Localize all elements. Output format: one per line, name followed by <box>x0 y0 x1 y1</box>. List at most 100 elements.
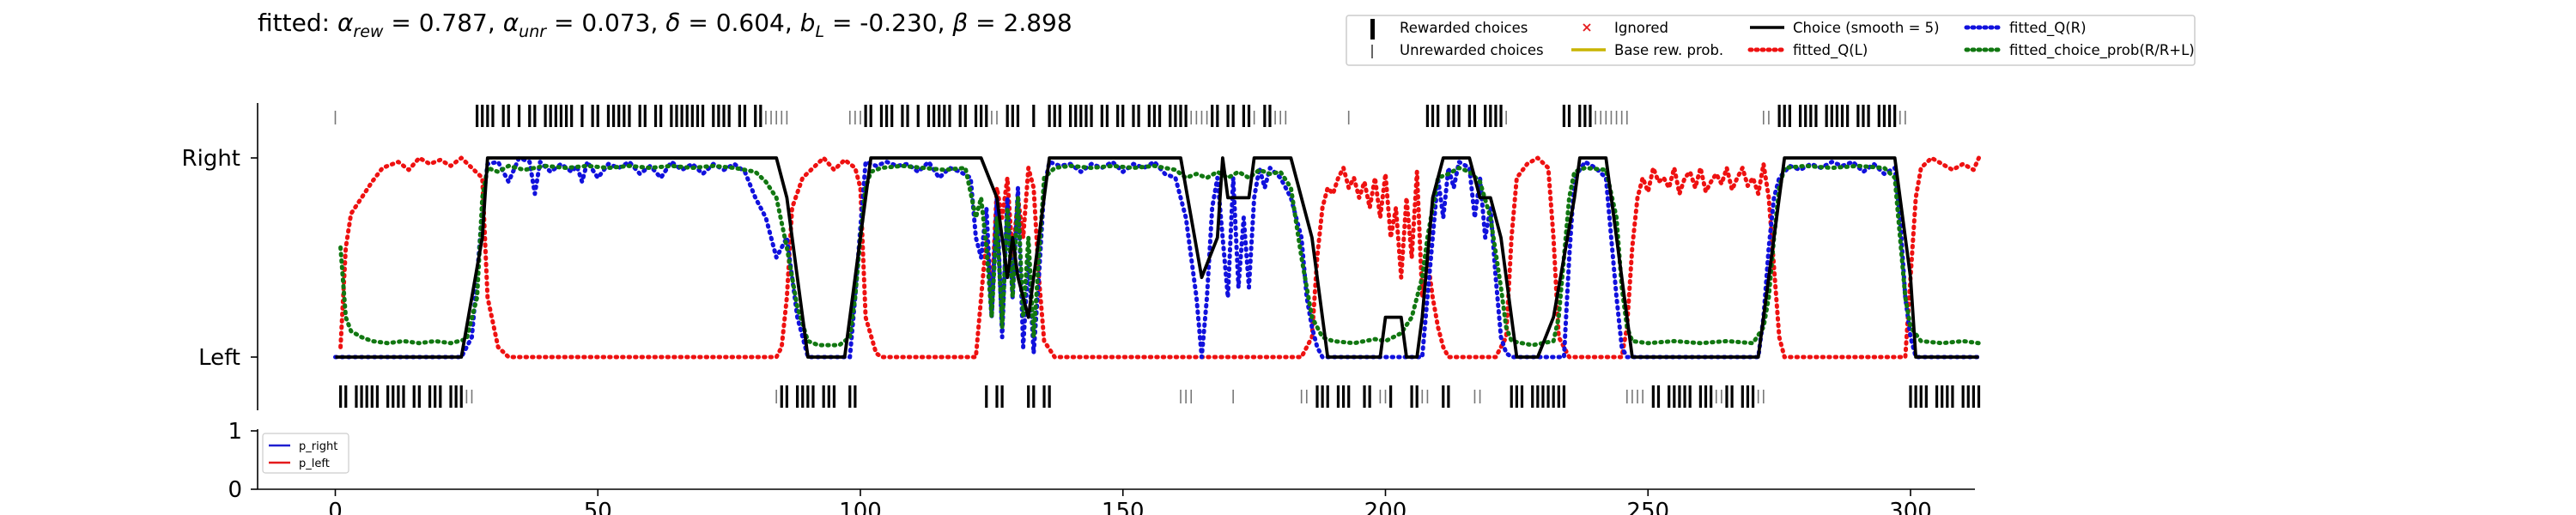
right-unrewarded-mark <box>1206 111 1208 124</box>
right-rewarded-mark <box>985 105 988 127</box>
left-unrewarded-mark <box>1384 390 1387 403</box>
right-rewarded-mark <box>1783 105 1786 127</box>
left-rewarded-mark <box>1725 385 1728 408</box>
legend-entry: Ignored <box>1583 20 1668 36</box>
right-rewarded-mark <box>1877 105 1880 127</box>
right-rewarded-mark <box>1247 105 1251 127</box>
right-rewarded-mark <box>554 105 557 127</box>
legend-entry: fitted_Q(R) <box>1964 20 2087 37</box>
left-rewarded-mark <box>449 385 453 408</box>
right-rewarded-mark <box>1437 105 1440 127</box>
right-rewarded-mark <box>481 105 484 127</box>
right-rewarded-mark <box>1499 105 1503 127</box>
right-rewarded-mark <box>617 105 621 127</box>
legend-label: fitted_Q(L) <box>1793 42 1868 59</box>
left-rewarded-mark <box>1336 385 1340 408</box>
left-rewarded-mark <box>1415 385 1419 408</box>
right-unrewarded-mark <box>775 111 777 124</box>
x-tick-label: 200 <box>1364 499 1407 515</box>
legend-marker <box>1371 45 1373 58</box>
left-rewarded-mark <box>1032 385 1036 408</box>
left-rewarded-mark <box>1678 385 1681 408</box>
right-rewarded-mark <box>1169 105 1172 127</box>
right-rewarded-mark <box>1147 105 1151 127</box>
left-rewarded-mark <box>1000 385 1004 408</box>
left-unrewarded-mark <box>1190 390 1193 403</box>
right-rewarded-mark <box>980 105 983 127</box>
right-rewarded-mark <box>906 105 909 127</box>
title-param-symbol: β <box>951 9 968 37</box>
right-rewarded-mark <box>1467 105 1471 127</box>
right-unrewarded-mark <box>1595 111 1596 124</box>
left-unrewarded-mark <box>1637 390 1638 403</box>
left-rewarded-mark <box>1914 385 1917 408</box>
right-rewarded-mark <box>1090 105 1093 127</box>
legend-entry: Base rew. prob. <box>1571 42 1723 58</box>
left-rewarded-mark <box>1651 385 1655 408</box>
left-rewarded-mark <box>339 385 343 408</box>
right-rewarded-mark <box>1589 105 1592 127</box>
right-unrewarded-mark <box>1279 111 1281 124</box>
left-rewarded-mark <box>417 385 421 408</box>
left-rewarded-mark <box>1447 385 1450 408</box>
left-rewarded-mark <box>1442 385 1445 408</box>
left-rewarded-mark <box>1730 385 1734 408</box>
right-rewarded-mark <box>884 105 889 127</box>
right-rewarded-mark <box>1016 105 1020 127</box>
right-rewarded-mark <box>1846 105 1850 127</box>
right-unrewarded-mark <box>1285 111 1287 124</box>
right-rewarded-mark <box>596 105 599 127</box>
right-rewarded-mark <box>1777 105 1781 127</box>
right-rewarded-mark <box>1431 105 1435 127</box>
left-rewarded-mark <box>1668 385 1671 408</box>
right-rewarded-mark <box>1105 105 1109 127</box>
left-rewarded-mark <box>827 385 830 408</box>
left-rewarded-mark <box>386 385 390 408</box>
right-rewarded-mark <box>1137 105 1140 127</box>
right-rewarded-mark <box>628 105 631 127</box>
left-rewarded-mark <box>1704 385 1708 408</box>
left-rewarded-mark <box>1048 385 1051 408</box>
right-rewarded-mark <box>1830 105 1833 127</box>
title-prefix: fitted: <box>258 9 337 37</box>
probability-panel-x-ticks: 0 50 100 150 200 250 300 <box>328 489 1932 515</box>
y-tick-label: Left <box>198 345 240 371</box>
left-rewarded-mark <box>1410 385 1413 408</box>
right-rewarded-mark <box>1825 105 1828 127</box>
left-rewarded-mark <box>365 385 368 408</box>
right-unrewarded-mark <box>765 111 767 124</box>
title-param-subscript: unr <box>519 22 547 41</box>
right-rewarded-mark <box>1798 105 1802 127</box>
right-unrewarded-mark <box>1190 111 1193 124</box>
left-rewarded-mark <box>1326 385 1329 408</box>
legend-label: fitted_Q(R) <box>2009 20 2087 37</box>
left-rewarded-mark <box>1552 385 1555 408</box>
legend-marker <box>1583 23 1591 32</box>
right-rewarded-mark <box>1005 105 1009 127</box>
right-rewarded-mark <box>879 105 884 127</box>
right-unrewarded-mark <box>996 111 998 124</box>
right-rewarded-mark <box>864 105 867 127</box>
trial-marks <box>334 105 1981 408</box>
right-rewarded-mark <box>549 105 552 127</box>
left-unrewarded-mark <box>1757 390 1759 403</box>
right-rewarded-mark <box>1132 105 1135 127</box>
right-rewarded-mark <box>675 105 678 127</box>
right-unrewarded-mark <box>1347 111 1350 124</box>
legend-marker <box>1370 19 1375 39</box>
left-rewarded-mark <box>811 385 815 408</box>
left-rewarded-mark <box>1935 385 1939 408</box>
right-rewarded-mark <box>927 105 931 127</box>
right-rewarded-mark <box>1804 105 1807 127</box>
title-param-subscript: rew <box>353 22 384 41</box>
legend-entry: fitted_Q(L) <box>1747 42 1868 59</box>
right-rewarded-mark <box>528 105 532 127</box>
right-rewarded-mark <box>1268 105 1272 127</box>
left-rewarded-mark <box>1941 385 1944 408</box>
right-rewarded-mark <box>1893 105 1897 127</box>
left-unrewarded-mark <box>1715 390 1717 403</box>
right-rewarded-mark <box>653 105 658 127</box>
choice-panel: Left Right <box>182 103 1981 410</box>
left-unrewarded-mark <box>1232 390 1234 403</box>
